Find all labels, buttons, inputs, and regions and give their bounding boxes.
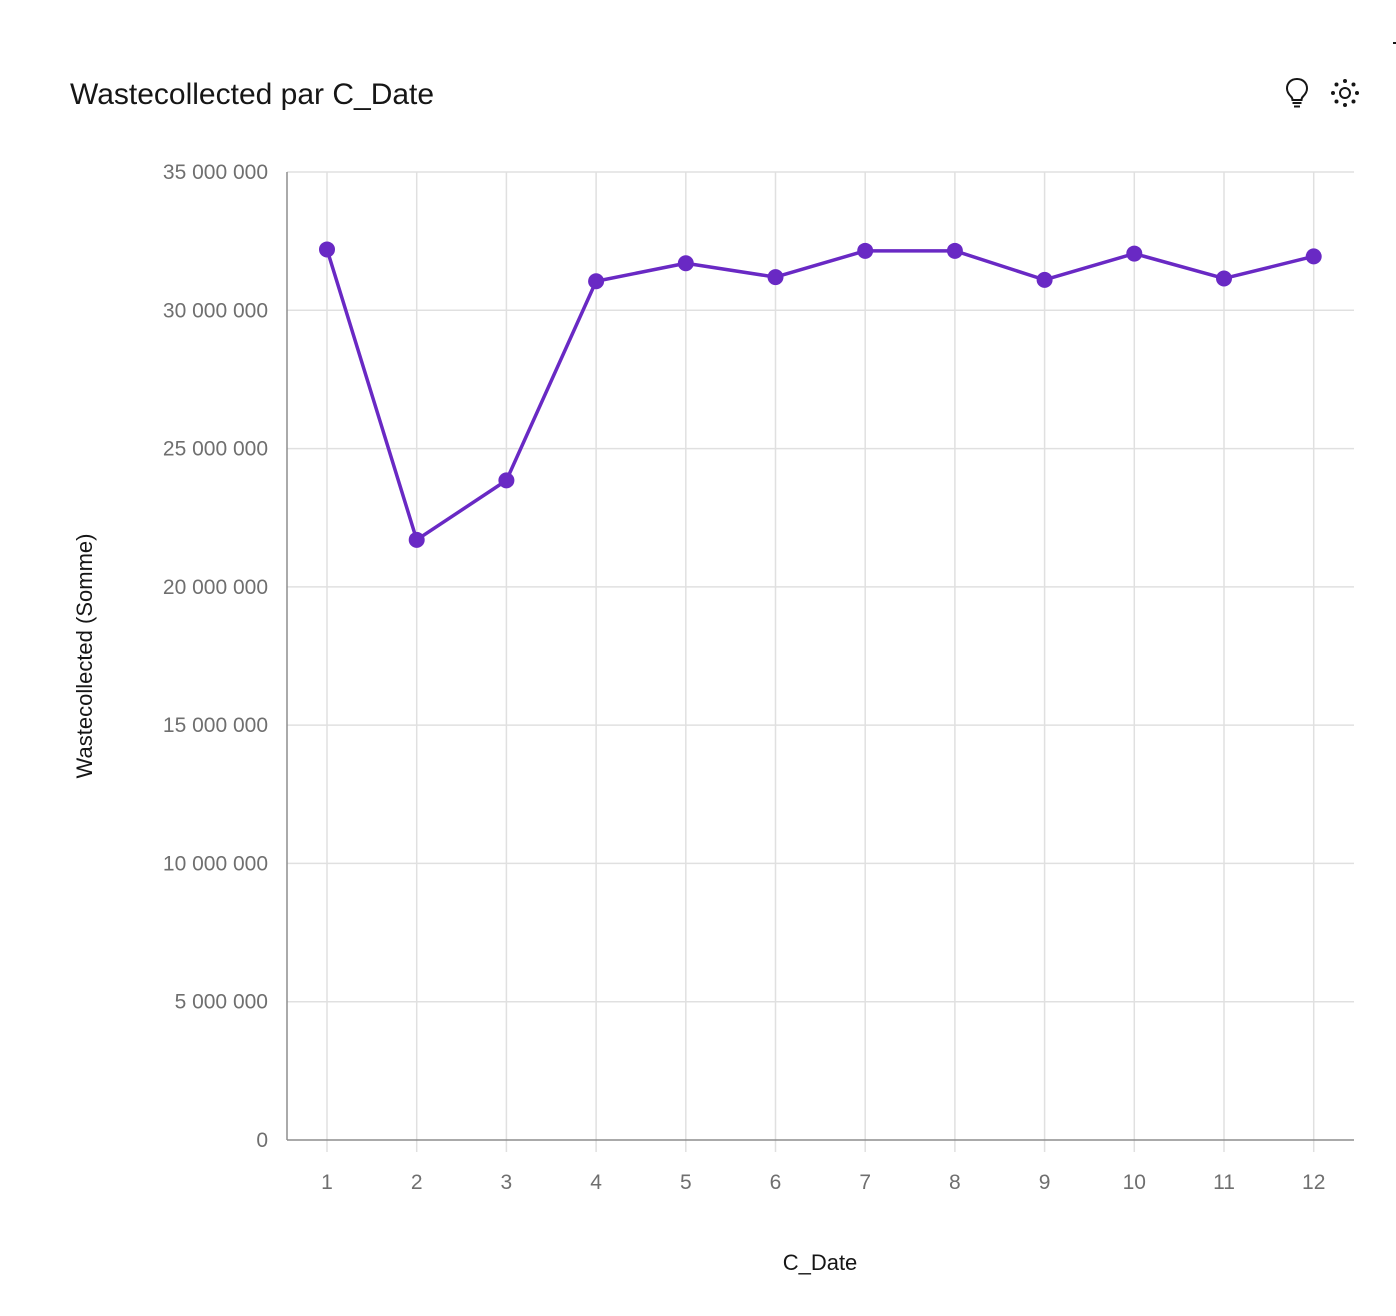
data-point[interactable] [1126, 245, 1143, 262]
x-tick-label: 3 [501, 1171, 513, 1194]
data-point[interactable] [857, 242, 874, 259]
y-tick-label: 10 000 000 [163, 852, 268, 875]
sparkle-settings-icon [1329, 77, 1361, 114]
data-point[interactable] [1305, 248, 1322, 265]
data-point[interactable] [319, 241, 335, 258]
x-tick-label: 2 [411, 1171, 423, 1194]
data-point[interactable] [946, 242, 963, 259]
chart-title: Wastecollected par C_Date [70, 78, 435, 111]
x-axis-title: C_Date [783, 1250, 858, 1275]
data-point[interactable] [677, 255, 694, 272]
x-tick-label: 9 [1039, 1171, 1051, 1194]
data-point[interactable] [498, 472, 515, 489]
x-tick-label: 4 [590, 1171, 602, 1194]
chart-toolbar [1282, 77, 1360, 114]
corner-mark [1393, 42, 1396, 44]
y-tick-label: 30 000 000 [163, 299, 268, 322]
lightbulb-icon [1284, 77, 1310, 114]
x-tick-label: 7 [859, 1171, 871, 1194]
grid-layer [287, 171, 1354, 1152]
y-tick-labels: 0 5 000 000 10 000 000 15 000 000 20 000 000… [163, 161, 268, 1152]
y-tick-label: 35 000 000 [163, 161, 268, 184]
x-tick-label: 10 [1123, 1171, 1146, 1194]
data-point[interactable] [588, 273, 605, 290]
x-tick-labels: 1 2 3 4 5 6 7 8 9 10 11 12 [321, 1171, 1325, 1194]
y-tick-label: 0 [256, 1129, 268, 1152]
x-tick-label: 12 [1302, 1171, 1325, 1194]
axis-layer [286, 172, 1354, 1141]
x-tick-label: 5 [680, 1171, 692, 1194]
x-tick-label: 8 [949, 1171, 961, 1194]
x-tick-label: 6 [770, 1171, 782, 1194]
x-tick-label: 11 [1213, 1171, 1235, 1194]
y-tick-label: 25 000 000 [163, 438, 268, 461]
x-tick-label: 1 [321, 1171, 333, 1194]
data-point[interactable] [1036, 271, 1053, 288]
insights-button[interactable] [1282, 77, 1312, 114]
series-layer [319, 241, 1322, 548]
ai-settings-button[interactable] [1330, 78, 1360, 112]
y-tick-label: 20 000 000 [163, 576, 268, 599]
data-point[interactable] [1216, 270, 1232, 287]
data-point[interactable] [408, 531, 425, 548]
y-axis-title: Wastecollected (Somme) [72, 534, 97, 779]
data-point[interactable] [767, 269, 784, 286]
series-line [325, 248, 1315, 542]
y-tick-label: 5 000 000 [175, 991, 268, 1014]
y-tick-label: 15 000 000 [163, 714, 268, 737]
